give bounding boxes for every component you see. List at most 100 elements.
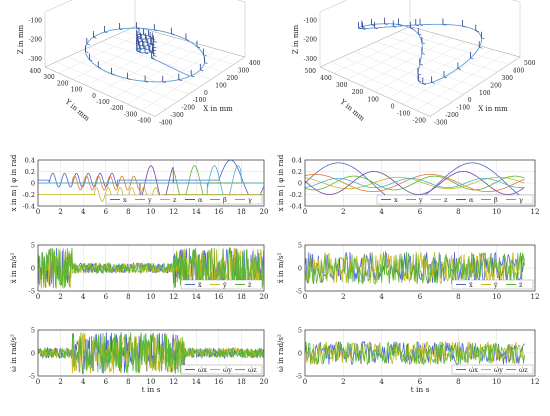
x-tick-label: 18 xyxy=(237,293,246,301)
legend-entry: z xyxy=(173,196,177,204)
z-tick-label: -100 xyxy=(304,17,318,24)
legend-entry: β xyxy=(223,196,227,204)
y-tick-label: -0.2 xyxy=(289,191,302,199)
y-axis-label: ω̇ in rad/s² xyxy=(277,334,285,372)
x-tick-label: 10 xyxy=(147,378,156,386)
x-tick-label: 10 xyxy=(492,378,501,386)
series-line-4 xyxy=(304,175,525,191)
x-tick-label: 12 xyxy=(531,293,540,301)
legend-box xyxy=(376,194,534,205)
floor-grid xyxy=(127,49,218,105)
p3d_left-plot3d: -400-300-200-1000100200300400-400-300-20… xyxy=(17,0,261,127)
x-tick-label: 2 xyxy=(58,378,62,386)
y-tick-label: 5 xyxy=(31,327,35,335)
pose-frame xyxy=(462,25,466,28)
legend-box xyxy=(451,364,534,375)
x-tick-label: 8 xyxy=(456,208,460,216)
x-tick-label: 0 xyxy=(303,378,307,386)
pose-frame xyxy=(374,27,378,30)
pose-frame xyxy=(145,38,149,41)
pose-frame xyxy=(152,52,156,54)
pose-frame xyxy=(144,52,149,55)
y-tick-label: 0 xyxy=(31,350,35,358)
series-line-2 xyxy=(37,332,264,375)
legend-entry: y xyxy=(147,196,152,204)
pose-frame xyxy=(421,53,425,55)
x-tick-label: 200 xyxy=(227,75,239,82)
pose-frame xyxy=(442,24,447,26)
legend-entry: γ xyxy=(519,196,523,204)
box-edge xyxy=(511,0,521,3)
pose-frame xyxy=(85,51,89,53)
pose-frame xyxy=(204,62,208,64)
x-tick-label: 8 xyxy=(456,378,460,386)
y-tick-label: 0.4 xyxy=(292,157,302,165)
x-tick-label: 2 xyxy=(341,378,345,386)
y-tick-label: 0 xyxy=(391,103,395,110)
pose-frame xyxy=(137,37,141,39)
legend: ω̇x ω̇y ω̇z xyxy=(180,364,263,375)
pose-frame xyxy=(140,38,144,40)
pose-frame xyxy=(153,46,157,49)
x-tick-label: 6 xyxy=(104,293,109,301)
y-tick-label: -200 xyxy=(413,118,427,125)
floor-grid xyxy=(387,36,498,73)
y-tick-label: 300 xyxy=(43,74,55,81)
x-tick-label: -400 xyxy=(159,120,173,127)
x-tick-label: 300 xyxy=(238,67,250,74)
pose-frame xyxy=(371,24,375,26)
floor-grid xyxy=(112,36,223,73)
pose-frame xyxy=(153,41,157,43)
pose-frame xyxy=(421,42,426,45)
pose-frame xyxy=(150,43,154,46)
x-tick-label: 20 xyxy=(260,293,269,301)
x-tick-label: 0 xyxy=(36,378,40,386)
x-tick-label: 8 xyxy=(126,208,130,216)
y-tick-label: 400 xyxy=(320,75,332,82)
pose-frame xyxy=(147,45,151,47)
z-axis-label: Z in mm xyxy=(17,24,25,54)
x-tick-label: 4 xyxy=(81,378,86,386)
pose-frame xyxy=(419,63,423,66)
pose-frame xyxy=(111,73,115,76)
legend-box xyxy=(105,194,263,205)
y-axis-label: x in m | φ in rad xyxy=(10,154,18,211)
y-tick-label: -0.4 xyxy=(289,203,302,211)
y-tick-label: 100 xyxy=(367,96,379,103)
x-tick-label: -200 xyxy=(182,105,196,112)
y-tick-label: -0.4 xyxy=(22,203,35,211)
pose-frame xyxy=(153,55,157,57)
pose-frame xyxy=(171,33,175,35)
series-line-2 xyxy=(304,341,525,366)
pose-frame xyxy=(162,81,166,84)
legend-entry: y xyxy=(418,196,423,204)
pose-frame xyxy=(417,73,421,76)
pose-frame xyxy=(140,52,144,54)
legend: ω̇x ω̇y ω̇z xyxy=(451,364,534,375)
x-tick-label: 4 xyxy=(379,208,384,216)
legend-entry: ω̇y xyxy=(494,366,503,374)
plot-frame xyxy=(304,244,536,292)
y-tick-label: 0.2 xyxy=(292,168,302,176)
x-tick-label: 6 xyxy=(418,208,423,216)
x-tick-label: 6 xyxy=(418,293,423,301)
floor-grid xyxy=(123,31,234,65)
x-tick-label: 20 xyxy=(260,208,269,216)
y-tick-label: 5 xyxy=(298,242,302,250)
z-axis-label: Z in mm xyxy=(292,24,300,54)
x-tick-label: 500 xyxy=(524,60,536,67)
pose-frame xyxy=(127,78,131,80)
x-tick-label: 300 xyxy=(502,75,514,82)
floor-grid xyxy=(89,46,201,87)
pose-frame xyxy=(86,43,90,46)
pos_right-panel: 0 2 4 6 8 10 12 -0.4 -0.2 0 0.2 0.4 x in m | φ in ra… xyxy=(277,154,539,216)
y-tick-label: -5 xyxy=(29,373,35,381)
x-tick-label: 4 xyxy=(379,293,384,301)
pose-frame xyxy=(149,51,153,54)
y-tick-label: -300 xyxy=(124,111,138,118)
y-tick-label: -5 xyxy=(296,288,302,296)
